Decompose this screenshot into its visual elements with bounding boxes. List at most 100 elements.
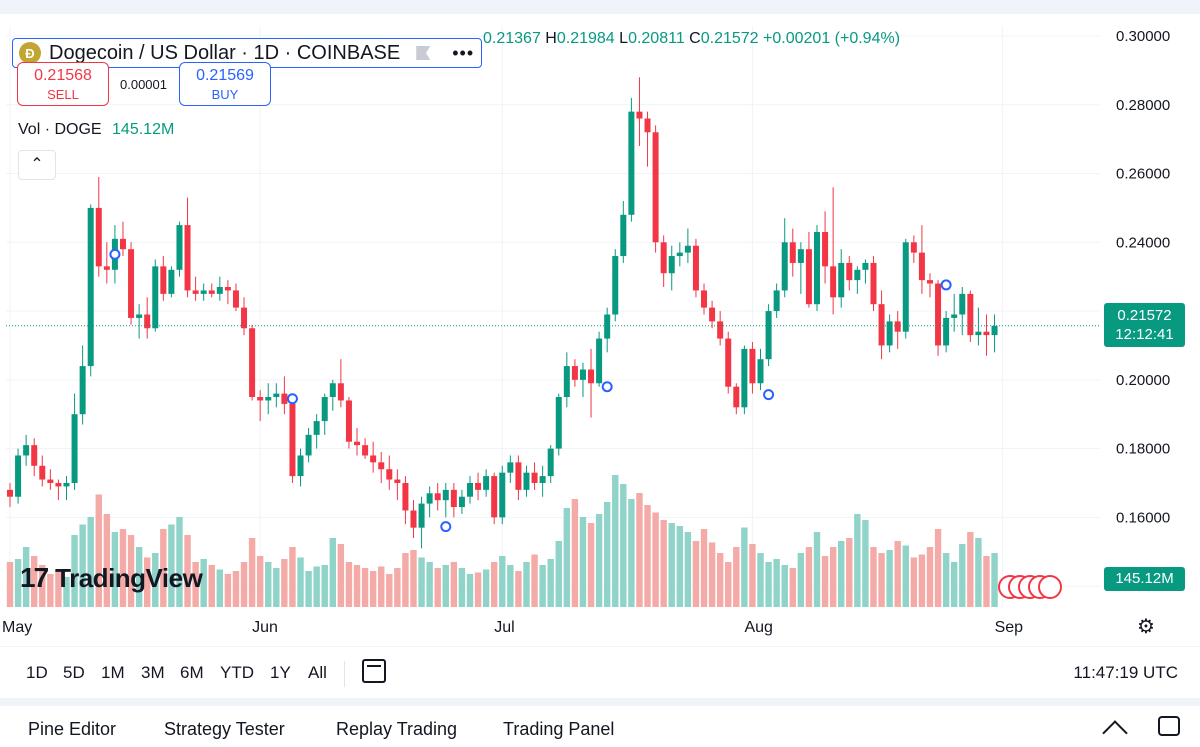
volume-bar — [31, 556, 38, 607]
tab-trading-panel[interactable]: Trading Panel — [503, 719, 615, 739]
candle-body — [757, 359, 764, 384]
range-1y[interactable]: 1Y — [270, 663, 291, 682]
candle-body — [297, 455, 304, 477]
candle-body — [370, 455, 377, 463]
candle-body — [612, 256, 619, 315]
chevron-up-icon[interactable] — [1102, 720, 1128, 746]
candle-body — [345, 400, 352, 442]
range-1m[interactable]: 1M — [101, 663, 125, 682]
volume-bar — [386, 574, 393, 607]
candle-body — [684, 245, 691, 253]
flag-icon[interactable] — [416, 46, 431, 60]
event-marker — [440, 521, 452, 533]
volume-bar — [378, 566, 385, 607]
volume-bar — [515, 571, 522, 607]
high-value: 0.21984 — [556, 30, 615, 47]
volume-legend-label: Vol · DOGE — [18, 121, 102, 138]
volume-bar — [507, 565, 514, 607]
volume-bar — [160, 529, 167, 607]
candle-body — [668, 256, 675, 274]
candle-body — [31, 445, 38, 466]
candle-body — [458, 496, 465, 508]
sell-price: 0.21568 — [34, 67, 92, 84]
buy-price: 0.21569 — [196, 67, 254, 84]
close-label: C — [689, 30, 701, 47]
candle-body — [216, 286, 223, 294]
volume-bar — [499, 556, 506, 607]
candle-body — [418, 503, 425, 528]
range-6m[interactable]: 6M — [180, 663, 204, 682]
maximize-icon[interactable] — [1158, 716, 1180, 736]
volume-bar — [708, 542, 716, 607]
tab-strategy-tester[interactable]: Strategy Tester — [164, 719, 285, 739]
chart-settings-icon[interactable]: ⚙ — [1137, 616, 1155, 638]
volume-bar — [950, 562, 958, 607]
calendar-goto-icon[interactable] — [362, 659, 386, 683]
candle-body — [402, 482, 409, 511]
volume-bar — [991, 553, 998, 607]
range-ytd[interactable]: YTD — [220, 663, 254, 682]
volume-bar — [176, 517, 183, 607]
volume-bar — [870, 547, 877, 607]
volume-bar — [168, 524, 175, 607]
candle-body — [483, 476, 490, 490]
candle-body — [466, 482, 473, 497]
volume-bar — [79, 524, 86, 607]
candle-body — [975, 331, 982, 336]
candle-body — [636, 111, 643, 119]
candle-body — [176, 225, 183, 270]
buy-button[interactable]: 0.21569 BUY — [179, 62, 271, 106]
range-all[interactable]: All — [308, 663, 327, 682]
volume-legend[interactable]: Vol · DOGE 145.12M — [18, 121, 174, 139]
ohlc-legend: 0.21367 H0.21984 L0.20811 C0.21572 +0.00… — [483, 30, 900, 48]
volume-bar — [450, 562, 458, 607]
collapse-legend-button[interactable]: ⌃ — [18, 150, 56, 180]
candle-body — [386, 469, 393, 480]
candle-body — [337, 383, 344, 401]
more-options-icon[interactable]: ••• — [452, 42, 475, 63]
event-marker — [763, 389, 775, 401]
tab-pine-editor[interactable]: Pine Editor — [28, 719, 117, 739]
candle-body — [152, 266, 159, 329]
candle-body — [200, 290, 207, 294]
sell-button[interactable]: 0.21568 SELL — [17, 62, 109, 106]
volume-bar — [603, 502, 611, 607]
candle-body — [23, 445, 30, 456]
candle-body — [781, 242, 788, 291]
candle-body — [273, 393, 280, 398]
candle-body — [515, 462, 522, 490]
utc-clock[interactable]: 11:47:19 UTC — [1073, 663, 1178, 682]
range-5d[interactable]: 5D — [63, 663, 85, 682]
tab-replay-trading[interactable]: Replay Trading — [336, 719, 458, 739]
spread-value: 0.00001 — [120, 77, 167, 92]
candle-body — [475, 482, 482, 490]
range-1d[interactable]: 1D — [26, 663, 48, 682]
event-badges[interactable] — [998, 573, 1068, 603]
y-tick-label: 0.18000 — [1116, 441, 1170, 458]
candle-body — [652, 132, 659, 243]
candle-body — [232, 290, 239, 308]
volume-bar — [224, 574, 232, 607]
volume-bar — [208, 565, 215, 607]
volume-bar — [636, 493, 643, 607]
candle-body — [128, 249, 135, 318]
volume-bar — [918, 554, 926, 607]
range-3m[interactable]: 3M — [141, 663, 165, 682]
volume-bar — [216, 569, 224, 607]
price-chart[interactable]: 0.300000.280000.260000.240000.220000.200… — [0, 14, 1200, 646]
candle-body — [224, 286, 231, 291]
last-volume-tag: 145.12M — [1104, 567, 1185, 591]
symbol-title: Dogecoin / US Dollar · 1D · COINBASE — [49, 41, 401, 64]
volume-bar — [63, 577, 70, 607]
candle-body — [136, 314, 143, 318]
divider — [344, 661, 345, 687]
volume-bar — [700, 529, 708, 607]
volume-bar — [692, 541, 700, 607]
bottom-toolbar: 1D 5D 1M 3M 6M YTD 1Y All 11:47:19 UTC — [0, 646, 1200, 699]
open-value: 0.21367 — [483, 30, 541, 47]
volume-bar — [975, 538, 982, 607]
event-flag-icon[interactable] — [1038, 575, 1062, 599]
candle-body — [644, 118, 651, 133]
volume-bar — [313, 566, 320, 607]
chart-area[interactable]: 0.300000.280000.260000.240000.220000.200… — [0, 14, 1200, 646]
